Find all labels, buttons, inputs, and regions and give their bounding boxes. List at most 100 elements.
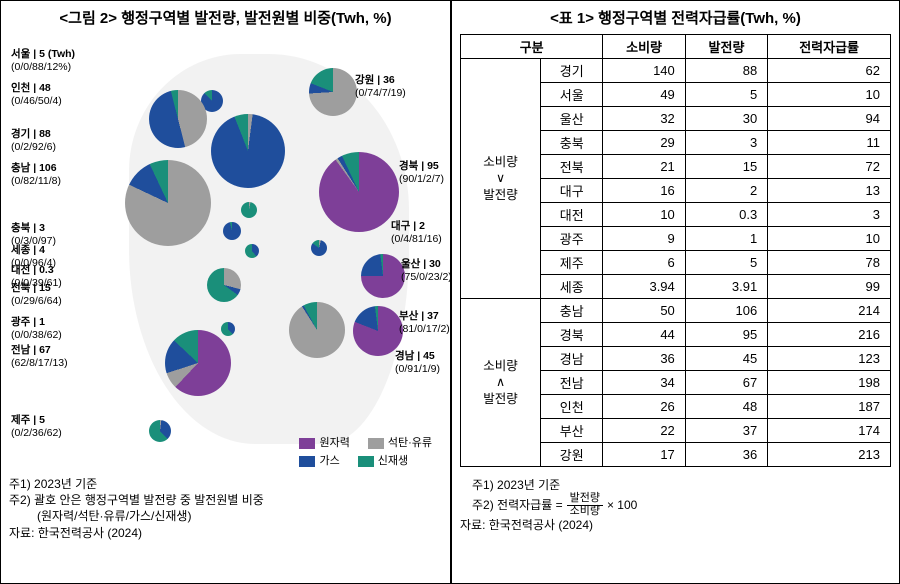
value-cell: 187 [768, 395, 891, 419]
value-cell: 3 [685, 131, 767, 155]
label-전북: 전북 | 15(0/29/6/64) [11, 282, 62, 308]
region-cell: 경기 [541, 59, 603, 83]
pie-울산 [361, 254, 405, 298]
footnote-line: 주1) 2023년 기준 [9, 476, 442, 492]
region-cell: 인천 [541, 395, 603, 419]
table-header-row: 구분 소비량 발전량 전력자급률 [461, 35, 891, 59]
region-cell: 서울 [541, 83, 603, 107]
label-울산: 울산 | 30(75/0/23/2) [401, 258, 452, 284]
legend-item-gas: 가스 [299, 452, 339, 468]
value-cell: 16 [603, 179, 685, 203]
pie-전북 [207, 268, 241, 302]
table-footnotes: 주1) 2023년 기준 주2) 전력자급률 = 발전량 소비량 × 100 자… [460, 477, 891, 533]
fraction: 발전량 소비량 [567, 493, 603, 517]
value-cell: 72 [768, 155, 891, 179]
figure-panel: <그림 2> 행정구역별 발전량, 발전원별 비중(Twh, %) 서울 | 5… [1, 1, 452, 583]
col-consumption: 소비량 [603, 35, 685, 59]
pie-세종 [223, 222, 241, 240]
value-cell: 50 [603, 299, 685, 323]
footnote-source: 자료: 한국전력공사 (2024) [460, 517, 891, 533]
pie-광주 [221, 322, 235, 336]
value-cell: 1 [685, 227, 767, 251]
value-cell: 3.91 [685, 275, 767, 299]
value-cell: 13 [768, 179, 891, 203]
region-cell: 대전 [541, 203, 603, 227]
region-cell: 세종 [541, 275, 603, 299]
value-cell: 174 [768, 419, 891, 443]
pie-제주 [149, 420, 171, 442]
region-cell: 제주 [541, 251, 603, 275]
group-label: 소비량∧발전량 [461, 299, 541, 467]
value-cell: 3 [768, 203, 891, 227]
label-서울: 서울 | 5 (Twh)(0/0/88/12%) [11, 48, 75, 74]
figure-footnotes: 주1) 2023년 기준 주2) 괄호 안은 행정구역별 발전량 중 발전원별 … [9, 476, 442, 541]
value-cell: 37 [685, 419, 767, 443]
legend-item-nuclear: 원자력 [299, 434, 349, 450]
label-인천: 인천 | 48(0/46/50/4) [11, 82, 62, 108]
label-경기: 경기 | 88(0/2/92/6) [11, 128, 56, 154]
legend-item-coal: 석탄·유류 [368, 434, 432, 450]
region-cell: 강원 [541, 443, 603, 467]
footnote-line: 주2) 괄호 안은 행정구역별 발전량 중 발전원별 비중 [9, 492, 442, 508]
value-cell: 99 [768, 275, 891, 299]
value-cell: 213 [768, 443, 891, 467]
pie-부산 [353, 306, 403, 356]
value-cell: 3.94 [603, 275, 685, 299]
pie-인천 [149, 90, 207, 148]
label-광주: 광주 | 1(0/0/38/62) [11, 316, 62, 342]
col-rate: 전력자급률 [768, 35, 891, 59]
region-cell: 부산 [541, 419, 603, 443]
pie-경기 [211, 114, 285, 188]
self-sufficiency-table: 구분 소비량 발전량 전력자급률 소비량∨발전량경기1408862서울49510… [460, 34, 891, 467]
value-cell: 5 [685, 83, 767, 107]
region-cell: 경북 [541, 323, 603, 347]
table-row: 소비량∧발전량충남50106214 [461, 299, 891, 323]
value-cell: 49 [603, 83, 685, 107]
footnote-line: (원자력/석탄·유류/가스/신재생) [37, 508, 442, 524]
value-cell: 106 [685, 299, 767, 323]
region-cell: 전남 [541, 371, 603, 395]
value-cell: 10 [768, 83, 891, 107]
value-cell: 2 [685, 179, 767, 203]
value-cell: 78 [768, 251, 891, 275]
region-cell: 전북 [541, 155, 603, 179]
pie-대전 [245, 244, 259, 258]
value-cell: 6 [603, 251, 685, 275]
value-cell: 26 [603, 395, 685, 419]
value-cell: 88 [685, 59, 767, 83]
pie-경남 [289, 302, 345, 358]
value-cell: 48 [685, 395, 767, 419]
region-cell: 충남 [541, 299, 603, 323]
label-대구: 대구 | 2(0/4/81/16) [391, 220, 442, 246]
footnote-line: 주1) 2023년 기준 [472, 477, 891, 493]
label-강원: 강원 | 36(0/74/7/19) [355, 74, 406, 100]
label-부산: 부산 | 37(81/0/17/2) [399, 310, 450, 336]
col-generation: 발전량 [685, 35, 767, 59]
value-cell: 10 [603, 203, 685, 227]
pie-충남 [125, 160, 211, 246]
value-cell: 67 [685, 371, 767, 395]
footnote-source: 자료: 한국전력공사 (2024) [9, 525, 442, 541]
pie-경북 [319, 152, 399, 232]
label-전남: 전남 | 67(62/8/17/13) [11, 344, 68, 370]
value-cell: 94 [768, 107, 891, 131]
value-cell: 30 [685, 107, 767, 131]
map-area: 서울 | 5 (Twh)(0/0/88/12%) 인천 | 48(0/46/50/… [9, 34, 442, 474]
legend: 원자력 석탄·유류 가스 신재생 [299, 434, 432, 470]
value-cell: 123 [768, 347, 891, 371]
value-cell: 36 [603, 347, 685, 371]
pie-강원 [309, 68, 357, 116]
table-row: 소비량∨발전량경기1408862 [461, 59, 891, 83]
legend-item-renew: 신재생 [358, 452, 408, 468]
value-cell: 34 [603, 371, 685, 395]
label-경남: 경남 | 45(0/91/1/9) [395, 350, 440, 376]
value-cell: 45 [685, 347, 767, 371]
region-cell: 경남 [541, 347, 603, 371]
value-cell: 17 [603, 443, 685, 467]
value-cell: 140 [603, 59, 685, 83]
table-title: <표 1> 행정구역별 전력자급률(Twh, %) [460, 7, 891, 28]
value-cell: 198 [768, 371, 891, 395]
value-cell: 44 [603, 323, 685, 347]
label-충남: 충남 | 106(0/82/11/8) [11, 162, 61, 188]
value-cell: 62 [768, 59, 891, 83]
